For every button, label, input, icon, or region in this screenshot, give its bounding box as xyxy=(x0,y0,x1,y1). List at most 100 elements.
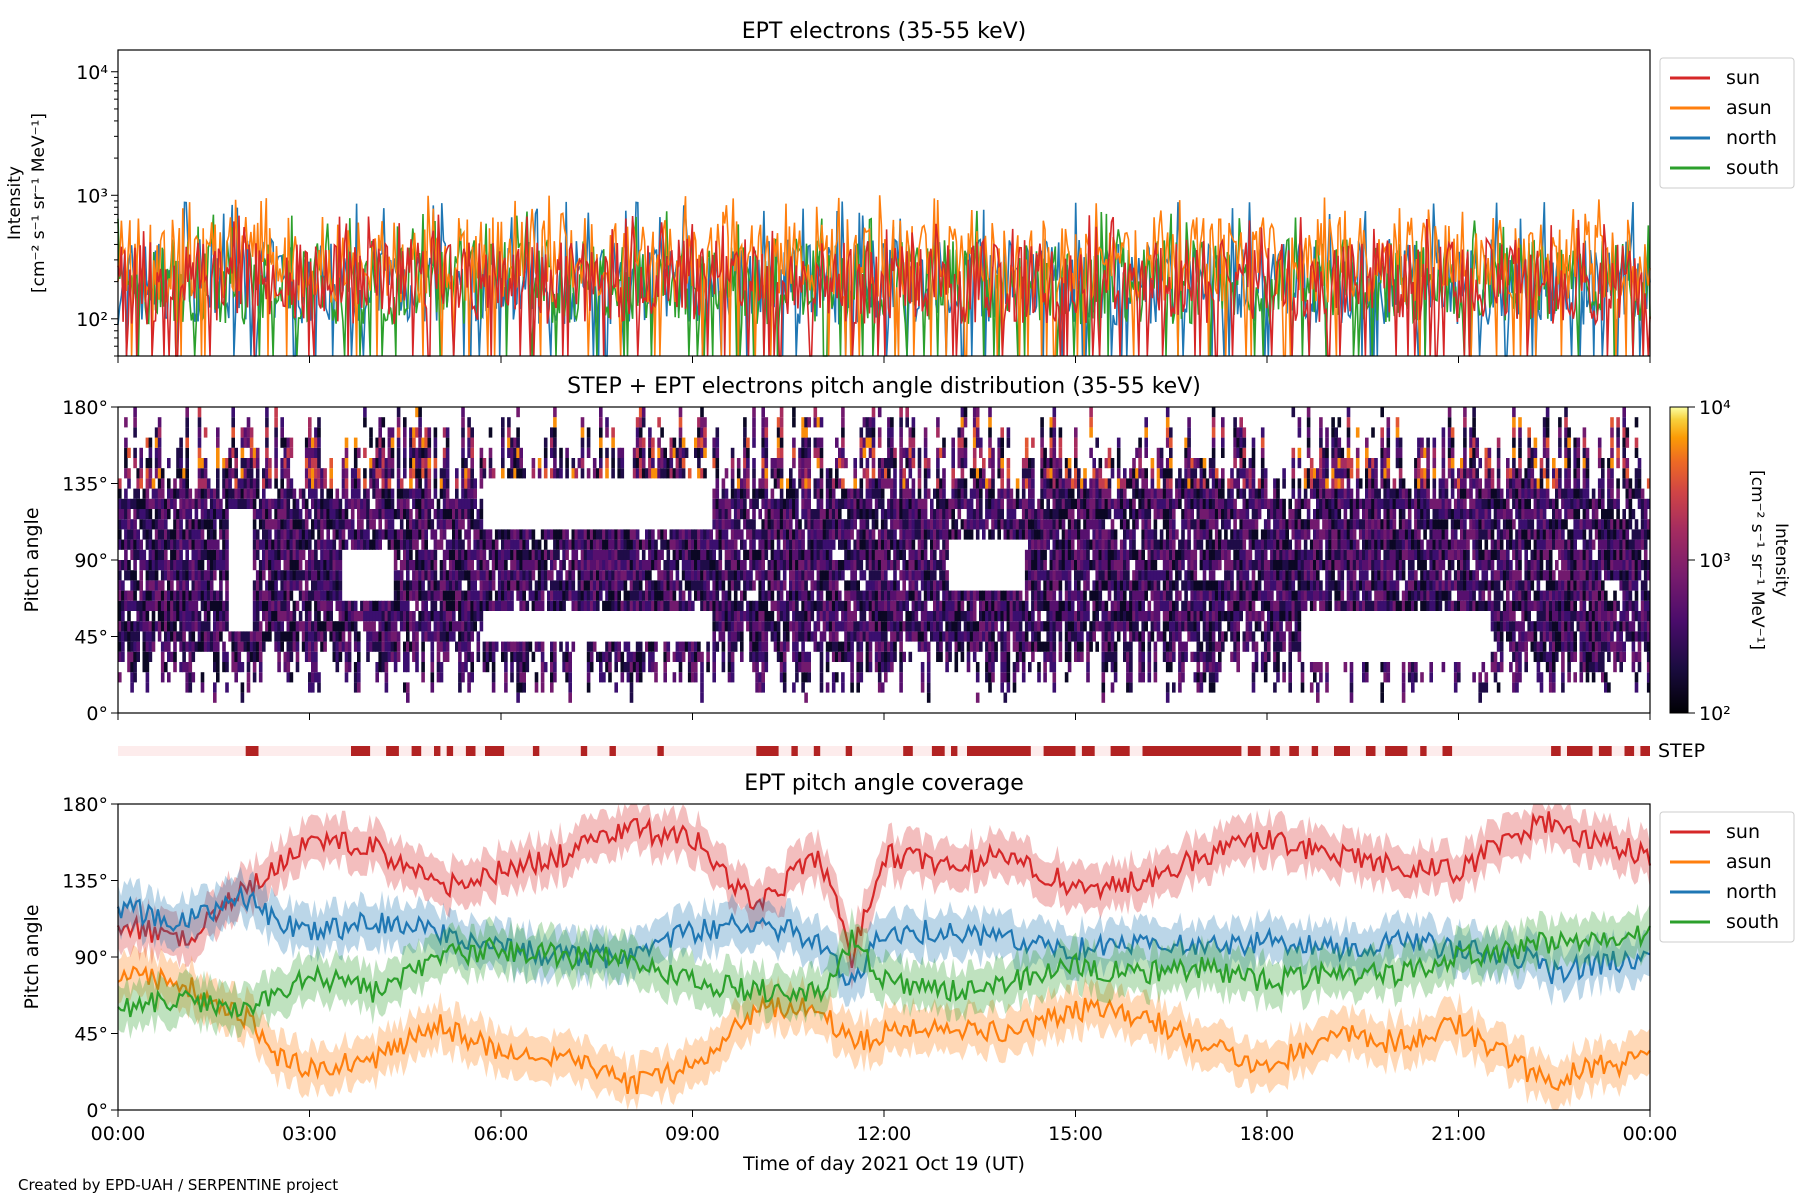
heatmap-cell xyxy=(167,560,171,571)
heatmap-cell xyxy=(228,458,232,469)
heatmap-cell xyxy=(176,631,180,642)
heatmap-cell xyxy=(752,539,756,550)
heatmap-cell xyxy=(884,478,888,489)
heatmap-cell xyxy=(645,560,649,571)
heatmap-cell xyxy=(396,458,401,469)
heatmap-cell xyxy=(632,662,637,673)
heatmap-cell xyxy=(197,417,202,428)
heatmap-cell xyxy=(859,611,864,622)
heatmap-cell xyxy=(608,651,612,662)
heatmap-cell xyxy=(779,417,784,428)
heatmap-cell xyxy=(880,529,885,540)
heatmap-cell xyxy=(494,549,499,560)
heatmap-cell xyxy=(427,478,432,489)
heatmap-cell xyxy=(841,641,845,652)
heatmap-cell xyxy=(485,662,490,673)
heatmap-cell xyxy=(258,570,263,581)
heatmap-cell xyxy=(819,519,824,530)
heatmap-cell xyxy=(320,641,324,652)
heatmap-cell xyxy=(452,498,456,509)
heatmap-cell xyxy=(415,539,419,550)
heatmap-cell xyxy=(304,447,309,458)
heatmap-cell xyxy=(258,498,263,509)
heatmap-cell xyxy=(602,600,606,611)
heatmap-cell xyxy=(972,447,977,458)
heatmap-cell xyxy=(246,651,251,662)
heatmap-cell xyxy=(730,662,735,673)
heatmap-cell xyxy=(445,641,450,652)
heatmap-cell xyxy=(740,590,744,601)
heatmap-cell xyxy=(338,621,343,632)
heatmap-cell xyxy=(853,478,857,489)
heatmap-cell xyxy=(403,427,407,438)
heatmap-cell xyxy=(194,580,199,591)
heatmap-cell xyxy=(623,529,628,540)
heatmap-cell xyxy=(130,570,134,581)
heatmap-cell xyxy=(697,539,701,550)
heatmap-cell xyxy=(697,437,701,448)
heatmap-cell xyxy=(730,621,735,632)
heatmap-cell xyxy=(592,468,597,479)
heatmap-cell xyxy=(982,621,986,632)
heatmap-cell xyxy=(167,488,171,499)
heatmap-cell xyxy=(988,651,992,662)
heatmap-cell xyxy=(222,641,226,652)
heatmap-cell xyxy=(945,509,949,520)
heatmap-cell xyxy=(678,662,683,673)
heatmap-cell xyxy=(133,417,137,428)
heatmap-cell xyxy=(819,417,824,428)
heatmap-cell xyxy=(743,468,747,479)
heatmap-cell xyxy=(877,498,882,509)
heatmap-cell xyxy=(133,427,137,438)
heatmap-cell xyxy=(430,631,435,642)
heatmap-cell xyxy=(960,600,965,611)
heatmap-cell xyxy=(277,488,281,499)
heatmap-cell xyxy=(323,468,327,479)
heatmap-cell xyxy=(749,570,753,581)
heatmap-cell xyxy=(972,417,977,428)
heatmap-cell xyxy=(850,509,854,520)
heatmap-cell xyxy=(452,611,456,622)
heatmap-cell xyxy=(289,651,294,662)
heatmap-cell xyxy=(323,478,327,489)
heatmap-cell xyxy=(406,662,410,673)
heatmap-cell xyxy=(1052,417,1057,428)
heatmap-cell xyxy=(222,570,226,581)
heatmap-cell xyxy=(461,437,465,448)
heatmap-cell xyxy=(712,488,716,499)
heatmap-cell xyxy=(862,590,867,601)
heatmap-cell xyxy=(816,519,821,530)
heatmap-cell xyxy=(755,621,759,632)
heatmap-cell xyxy=(154,580,159,591)
heatmap-cell xyxy=(816,611,821,622)
heatmap-cell xyxy=(317,458,321,469)
heatmap-cell xyxy=(865,519,870,530)
heatmap-cell xyxy=(641,407,646,418)
heatmap-cell xyxy=(678,437,683,448)
heatmap-cell xyxy=(580,468,585,479)
heatmap-cell xyxy=(663,672,667,683)
heatmap-cell xyxy=(255,549,260,560)
heatmap-cell xyxy=(194,549,199,560)
heatmap-cell xyxy=(700,539,704,550)
heatmap-cell xyxy=(675,600,680,611)
heatmap-cell xyxy=(243,478,248,489)
heatmap-cell xyxy=(1043,519,1047,530)
heatmap-cell xyxy=(283,519,288,530)
heatmap-cell xyxy=(868,539,873,550)
heatmap-cell xyxy=(654,580,658,591)
heatmap-cell xyxy=(387,600,392,611)
heatmap-cell xyxy=(651,529,655,540)
heatmap-cell xyxy=(412,580,416,591)
heatmap-cell xyxy=(746,600,750,611)
heatmap-cell xyxy=(605,549,609,560)
heatmap-cell xyxy=(638,417,643,428)
heatmap-cell xyxy=(445,631,450,642)
heatmap-cell xyxy=(899,682,903,693)
heatmap-cell xyxy=(1000,509,1004,520)
heatmap-cell xyxy=(816,498,821,509)
heatmap-cell xyxy=(1009,519,1014,530)
heatmap-cell xyxy=(580,447,585,458)
heatmap-cell xyxy=(715,478,720,489)
heatmap-cell xyxy=(868,447,873,458)
